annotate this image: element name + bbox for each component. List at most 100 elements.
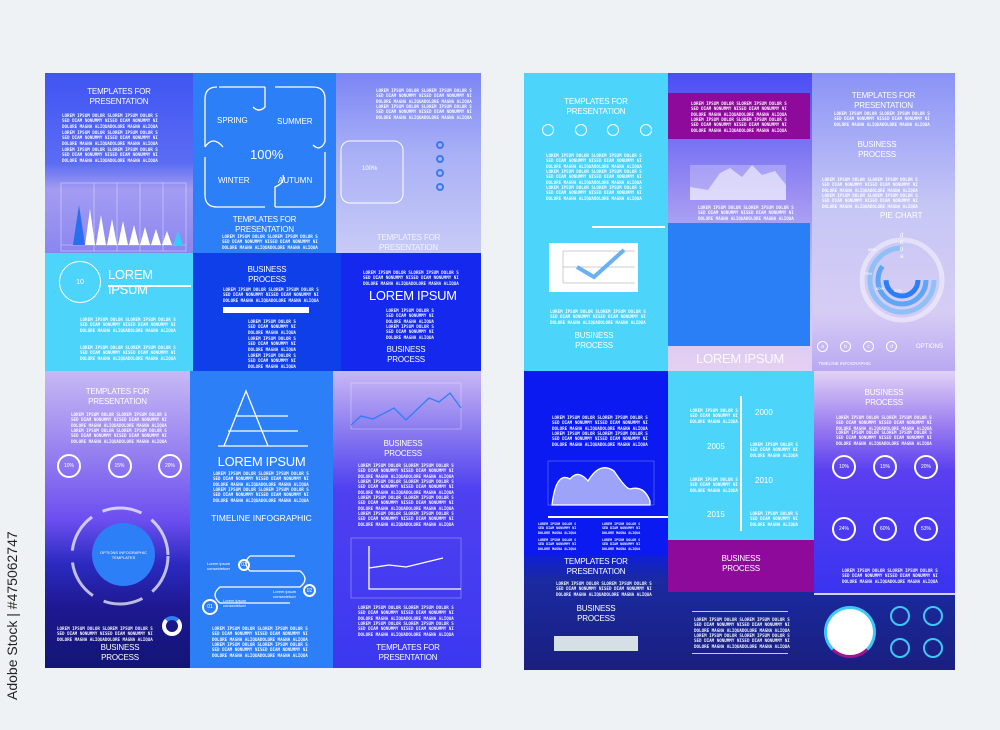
season-center: 100% [362, 166, 378, 172]
timeline-axis [740, 396, 742, 531]
step-label: Lorem ipsum consectetuer [207, 561, 231, 571]
lorem-text: LOREM IPSUM DOLOR SLOREM IPSUM DOLOR S S… [213, 487, 309, 503]
option-d[interactable]: d [886, 341, 897, 352]
heading: TEMPLATES FOR PRESENTATION [87, 87, 151, 106]
panel-lorem-badge: 10 LOREM IPSUM LOREM IPSUM DOLOR SLOREM … [45, 253, 193, 371]
divider [548, 516, 668, 518]
donut-chart: 24% [832, 517, 856, 541]
step-label: Lorem ipsum consectetuer [223, 598, 247, 608]
lorem-text: LOREM IPSUM DOLOR S SED DIAM NONUMMY NI … [386, 324, 434, 340]
panel-area-chart: LOREM IPSUM DOLOR SLOREM IPSUM DOLOR S S… [668, 73, 812, 371]
lorem-text: LOREM IPSUM DOLOR SLOREM IPSUM DOLOR S S… [834, 111, 930, 127]
panel-lorem-business: LOREM IPSUM DOLOR SLOREM IPSUM DOLOR S S… [341, 253, 481, 371]
lorem-text: LOREM IPSUM DOLOR SLOREM IPSUM DOLOR S S… [80, 345, 176, 361]
step-01: 01 [202, 599, 218, 615]
lorem-text: LOREM IPSUM DOLOR SLOREM IPSUM DOLOR S S… [80, 317, 176, 333]
lorem-text: LOREM IPSUM DOLOR SLOREM IPSUM DOLOR S S… [358, 495, 454, 511]
heading: BUSINESS PROCESS [383, 439, 423, 458]
heading: BUSINESS PROCESS [721, 554, 761, 573]
heading: PIE CHART [880, 211, 923, 220]
panel-year-timeline: 2000 2005 2010 2015 LOREM IPSUM DOLOR S … [668, 371, 814, 540]
heading: TEMPLATES FOR PRESENTATION [376, 233, 441, 252]
option-c[interactable]: c [863, 341, 874, 352]
heading: LOREM IPSUM [217, 454, 306, 469]
ring-icon [923, 606, 943, 626]
lorem-text: LOREM IPSUM DOLOR SLOREM IPSUM DOLOR S S… [691, 117, 787, 133]
lorem-text: LOREM IPSUM DOLOR S SED DIAM NONUMMY NI … [248, 319, 296, 335]
lorem-text: LOREM IPSUM DOLOR S SED DIAM NONUMMY NI … [538, 538, 577, 551]
donut-chart: 60% [873, 517, 897, 541]
option-circles[interactable]: a b c d [817, 341, 897, 352]
pyramid-diagram [218, 389, 308, 447]
pie-percent: 60% [876, 286, 885, 291]
step-02: 02 [303, 584, 316, 597]
lorem-text: LOREM IPSUM DOLOR S SED DIAM NONUMMY NI … [690, 408, 738, 424]
line-chart [350, 537, 462, 599]
heading: LOREM IPSUM [696, 351, 784, 366]
seasons-puzzle-diagram [204, 86, 326, 208]
option-a[interactable]: a [817, 341, 828, 352]
heading: TEMPLATES FOR PRESENTATION [376, 643, 440, 662]
lorem-text: LOREM IPSUM DOLOR SLOREM IPSUM DOLOR S S… [358, 605, 454, 621]
year: 2010 [755, 476, 773, 485]
panel-circles-check: TEMPLATES FOR PRESENTATION LOREM IPSUM D… [524, 73, 668, 371]
action-button[interactable] [554, 636, 638, 651]
line-chart [350, 382, 462, 430]
lorem-text: LOREM IPSUM DOLOR SLOREM IPSUM DOLOR S S… [546, 169, 642, 185]
lorem-text: LOREM IPSUM DOLOR S SED DIAM NONUMMY NI … [602, 538, 641, 551]
heading: TEMPLATES FOR PRESENTATION [232, 215, 297, 234]
heading: TEMPLATES FOR PRESENTATION [564, 557, 628, 576]
year: 2005 [707, 442, 725, 451]
heading: TEMPLATES FOR PRESENTATION [85, 387, 150, 406]
lorem-text: LOREM IPSUM DOLOR SLOREM IPSUM DOLOR S S… [552, 431, 648, 447]
badge-icon: 10 [59, 261, 101, 303]
season-summer: SUMMER [277, 117, 313, 126]
option-b[interactable]: b [840, 341, 851, 352]
lorem-text: LOREM IPSUM DOLOR S SED DIAM NONUMMY NI … [750, 511, 798, 527]
lorem-text: LOREM IPSUM DOLOR SLOREM IPSUM DOLOR S S… [376, 88, 472, 104]
magenta-box [668, 93, 810, 139]
area-chart [690, 165, 786, 200]
heading: BUSINESS PROCESS [100, 643, 140, 662]
watermark: Adobe Stock | #475062747 [4, 531, 20, 700]
timeline-label: TIMELINE INFOGRAPHIC [818, 361, 872, 366]
big-circle [824, 606, 876, 658]
panel-magenta-business: BUSINESS PROCESS [668, 540, 814, 592]
lorem-text: LOREM IPSUM DOLOR SLOREM IPSUM DOLOR S S… [836, 415, 932, 431]
divider [592, 226, 665, 228]
divider [692, 653, 788, 654]
lorem-text: LOREM IPSUM DOLOR SLOREM IPSUM DOLOR S S… [358, 479, 454, 495]
heading: BUSINESS PROCESS [386, 345, 426, 364]
heading: TEMPLATES FOR PRESENTATION [851, 91, 916, 110]
pie-percent: 75% [864, 271, 873, 276]
year: 2015 [707, 510, 725, 519]
panel-cycle: TEMPLATES FOR PRESENTATION LOREM IPSUM D… [45, 371, 190, 668]
lorem-text: LOREM IPSUM DOLOR SLOREM IPSUM DOLOR S S… [691, 101, 787, 117]
lorem-text: LOREM IPSUM DOLOR S SED DIAM NONUMMY NI … [602, 522, 641, 535]
heading: BUSINESS PROCESS [574, 331, 614, 350]
progress-bar [223, 307, 309, 313]
panel-pyramid-timeline: LOREM IPSUM LOREM IPSUM DOLOR SLOREM IPS… [190, 371, 333, 668]
lorem-text: LOREM IPSUM DOLOR SLOREM IPSUM DOLOR S S… [223, 287, 319, 303]
lorem-text: LOREM IPSUM DOLOR SLOREM IPSUM DOLOR S S… [842, 568, 938, 584]
lorem-text: LOREM IPSUM DOLOR SLOREM IPSUM DOLOR S S… [358, 511, 454, 527]
panel-pie-chart: TEMPLATES FOR PRESENTATION LOREM IPSUM D… [812, 73, 955, 371]
lorem-text: LOREM IPSUM DOLOR SLOREM IPSUM DOLOR S S… [213, 471, 309, 487]
donut-chart: 53% [914, 517, 938, 541]
lorem-text: LOREM IPSUM DOLOR SLOREM IPSUM DOLOR S S… [694, 633, 790, 649]
bell-curve-chart [547, 460, 655, 506]
divider [108, 285, 191, 287]
lorem-text: LOREM IPSUM DOLOR SLOREM IPSUM DOLOR S S… [212, 642, 308, 658]
lorem-text: LOREM IPSUM DOLOR S SED DIAM NONUMMY NI … [386, 308, 434, 324]
donut-grid: 10% 15% 20% 24% 60% 53% [832, 455, 938, 541]
ring-icon [890, 638, 910, 658]
lorem-text: LOREM IPSUM DOLOR S SED DIAM NONUMMY NI … [248, 353, 296, 369]
donut-chart: 20% [158, 454, 182, 478]
step-label: Lorem ipsum consectetuer [273, 589, 297, 599]
heading: LOREM IPSUM [108, 267, 153, 297]
lorem-text: LOREM IPSUM DOLOR SLOREM IPSUM DOLOR S S… [694, 617, 790, 633]
heading: LOREM IPSUM [369, 288, 457, 303]
lorem-text: LOREM IPSUM DOLOR SLOREM IPSUM DOLOR S S… [222, 234, 318, 250]
lorem-text: LOREM IPSUM DOLOR SLOREM IPSUM DOLOR S S… [358, 463, 454, 479]
